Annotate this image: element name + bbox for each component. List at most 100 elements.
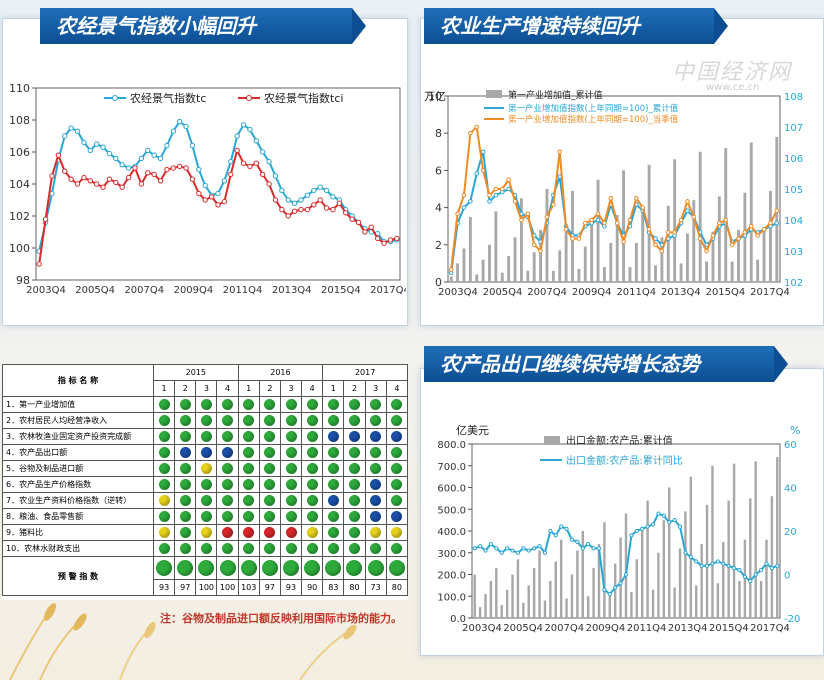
ribbon-tail-3 [774,346,788,382]
x-tick-label: 2005Q4 [503,623,543,634]
table-row: 3．农林牧渔业固定资产投资完成额 [2,428,409,445]
series-point [677,524,683,529]
signal-dot [222,463,234,474]
series-point [608,196,614,201]
bar [628,267,632,282]
bar [749,142,753,282]
signal-cell [343,396,366,413]
signal-dot [264,415,276,426]
series-point [468,199,473,204]
indicator-label: 2．农村居民人均经营净收入 [2,412,154,429]
signal-cell [195,556,218,580]
series-point [468,130,473,136]
signal-dot [179,463,191,474]
bar [565,598,568,618]
series-point [291,200,298,206]
bar [673,159,677,282]
warning-index-value: 100 [216,579,239,596]
series-point [183,165,189,171]
bar [500,272,504,282]
series-point [758,568,764,573]
summary-row: 预 警 指 数 [2,556,409,596]
title-ribbon-2: 农业生产增速持续回升 [424,8,714,44]
signal-dot [285,447,297,458]
bar [532,567,536,618]
signal-cell [364,492,387,509]
signal-cell [364,460,387,477]
x-tick-label: 2015Q4 [706,287,746,298]
series-point [247,126,253,133]
bar [722,541,725,618]
signal-dot [348,479,360,490]
series-point [228,158,234,165]
series-point [100,144,106,150]
series-point [544,214,550,220]
signal-cell [279,428,303,445]
signal-cell [301,396,324,413]
signal-dot [306,447,318,458]
bar [507,255,511,282]
series-point [564,526,569,531]
series-point [81,174,87,181]
series-point [729,242,735,248]
signal-cell [237,540,260,557]
bar [554,561,557,618]
signal-cell [301,412,324,429]
signal-cell [385,540,409,557]
signal-dot [327,399,339,410]
signal-cell [279,396,303,413]
signal-cell [174,508,197,525]
header-indicator-name: 指 标 名 称 [2,364,154,397]
series-point [472,546,477,551]
signal-cell [279,412,303,429]
signal-dot [370,447,382,458]
table-row: 2．农村居民人均经营净收入 [2,412,409,429]
signal-cell [279,556,303,580]
signal-cell [385,396,409,413]
y-tick-label: 108 [9,114,30,127]
series-point [775,563,780,568]
series-line [38,120,398,252]
header-year-2016: 2016 [237,364,324,381]
quarter-header: 4 [216,380,239,397]
signal-dot [348,463,360,474]
signal-cell [216,396,239,413]
signal-cell [322,428,345,445]
chart2-title: 农业生产增速持续回升 [440,14,640,38]
y-tick-label: 400.0 [437,527,466,538]
signal-cell [322,508,345,525]
bar [698,151,702,282]
series-point [119,184,125,190]
series-point [253,138,260,144]
signal-dot [370,511,382,522]
bar [727,500,730,618]
series-point [311,202,317,208]
y-tick-label: 8 [435,127,442,140]
bar [505,589,509,618]
signal-cell [343,428,366,445]
signal-dot [200,415,212,426]
signal-dot [179,479,191,490]
signal-dot [264,527,276,538]
y-tick-label: 800.0 [437,440,466,451]
chart3-svg: 亿美元 % 0.0 100.0 200.0 300.0 400.0 500.0 600.0 700… [437,424,800,634]
signal-dot [200,447,212,458]
series-point [272,197,279,203]
series-point [87,178,93,184]
legend-label: 出口金额:农产品:累计值 [566,434,673,447]
signal-dot [243,447,255,458]
series-point [494,546,499,551]
signal-cell [279,524,303,541]
signal-dot [327,431,339,442]
quarter-header: 1 [322,380,345,397]
series-point [93,181,100,187]
chart3-title: 农产品出口继续保持增长态势 [440,352,700,376]
panel-index-chart [2,18,408,326]
table-row: 10．农林水财政支出 [2,540,409,557]
series-point [189,142,196,149]
signal-cell [237,524,260,541]
bar [484,594,487,618]
signal-cell [343,524,366,541]
signal-cell [258,396,281,413]
x-tick-label: 2015Q4 [709,623,749,634]
